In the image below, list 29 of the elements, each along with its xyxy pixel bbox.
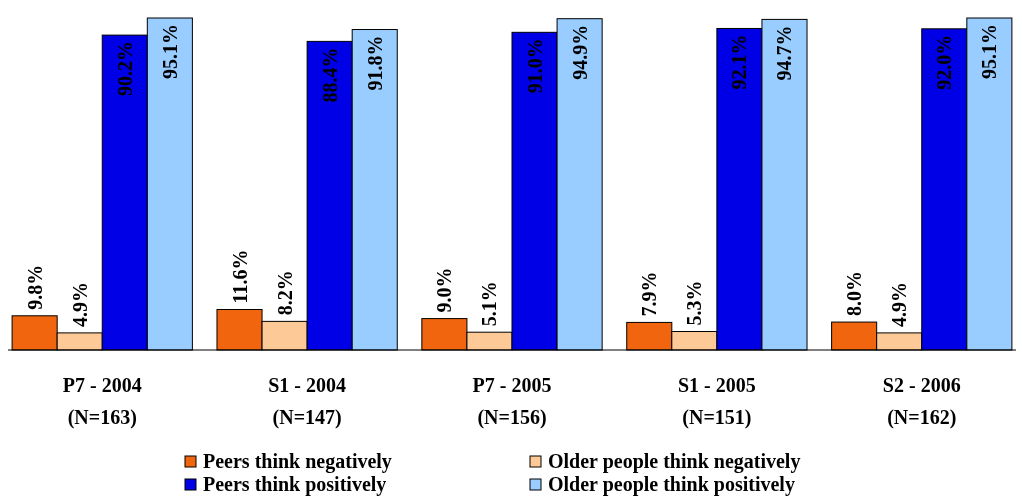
data-label: 4.9% [68,281,91,327]
x-tick-label: S1 - 2004 (N=147) [268,374,347,429]
data-label: 8.0% [843,271,866,317]
data-label: 7.9% [638,271,661,317]
data-label: 4.9% [888,281,911,327]
data-label: 11.6% [228,249,251,304]
data-label: 8.2% [273,270,296,316]
data-label: 92.1% [728,34,751,90]
x-tick-label: S2 - 2006 (N=162) [882,374,961,429]
data-label: 88.4% [318,47,341,103]
x-tick-label: P7 - 2005 (N=156) [472,374,552,429]
data-label: 9.8% [23,264,46,310]
data-label: 94.7% [773,25,796,81]
legend-label: Peers think negatively [203,450,392,473]
data-label: 92.0% [933,34,956,90]
x-tick-label: P7 - 2004 (N=163) [62,374,142,429]
data-label: 9.0% [433,267,456,313]
data-label: 5.3% [683,280,706,326]
data-label: 90.2% [113,41,136,97]
data-label: 94.9% [568,24,591,80]
x-tick-label: S1 - 2005 (N=151) [677,374,756,429]
data-label: 5.1% [478,281,501,327]
data-label: 91.8% [363,35,386,91]
legend-label: Older people think positively [548,473,795,496]
data-label: 95.1% [978,24,1001,79]
data-label: 95.1% [158,24,181,79]
data-label: 91.0% [523,38,546,94]
legend-label: Peers think positively [203,473,387,496]
legend-label: Older people think negatively [548,450,801,473]
